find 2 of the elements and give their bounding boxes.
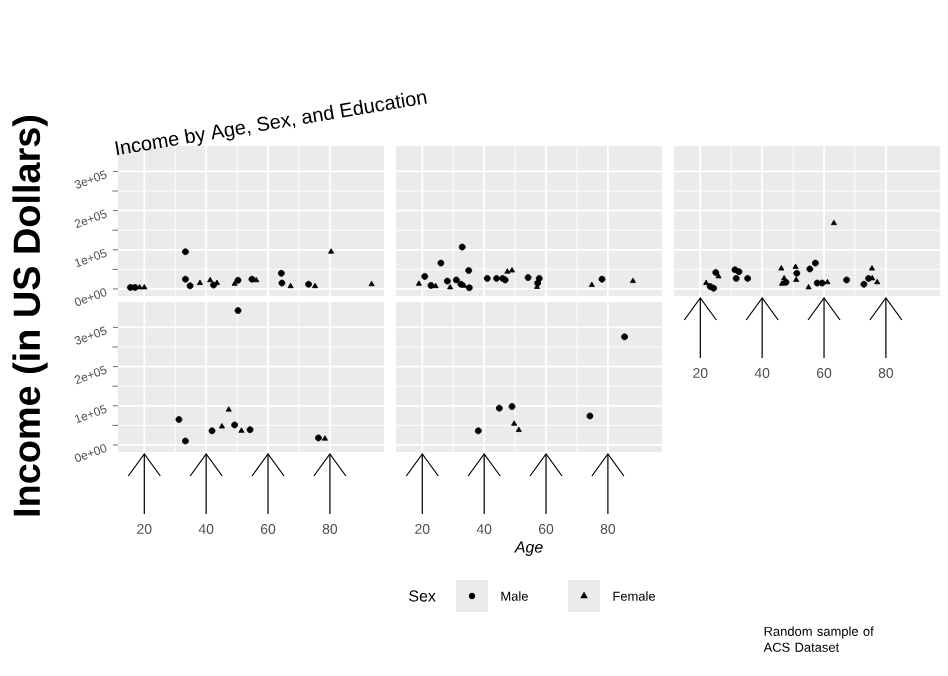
chart-title: Income by Age, Sex, and Education [115, 92, 427, 156]
y-axis-title: Income (in US Dollars) [12, 115, 48, 516]
